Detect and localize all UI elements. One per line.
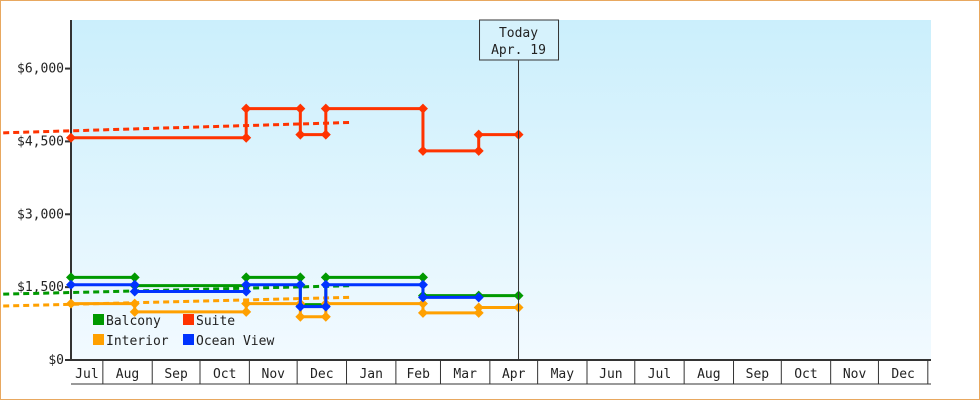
data-point bbox=[417, 145, 428, 156]
y-axis: $0 $1,500 $3,000 $4,500 $6,000 bbox=[17, 20, 72, 368]
data-point bbox=[295, 279, 306, 290]
data-point bbox=[320, 272, 331, 283]
data-point bbox=[129, 272, 140, 283]
legend-label: Balcony bbox=[106, 314, 161, 329]
data-point bbox=[473, 129, 484, 140]
data-point bbox=[66, 279, 76, 290]
series-suite bbox=[0, 103, 524, 156]
legend-swatch bbox=[93, 314, 104, 325]
data-point bbox=[295, 129, 306, 140]
plot-area bbox=[71, 20, 931, 360]
x-tick-label: Dec bbox=[891, 367, 914, 382]
y-tick-label: $0 bbox=[48, 353, 64, 368]
x-tick-label: Dec bbox=[310, 367, 333, 382]
forecast-line bbox=[0, 295, 350, 308]
today-label: Today bbox=[499, 26, 538, 41]
forecast-line bbox=[0, 120, 350, 135]
data-point bbox=[129, 279, 140, 290]
data-point bbox=[241, 132, 252, 143]
legend-label: Ocean View bbox=[196, 334, 274, 349]
legend-label: Interior bbox=[106, 334, 169, 349]
today-marker: Today Apr. 19 bbox=[479, 19, 560, 360]
data-point bbox=[473, 145, 484, 156]
legend-swatch bbox=[183, 314, 194, 325]
data-point bbox=[320, 301, 331, 312]
today-date-label: Apr. 19 bbox=[491, 43, 546, 58]
data-point bbox=[295, 103, 306, 114]
x-tick-label: Jun bbox=[599, 367, 622, 382]
data-point bbox=[320, 129, 331, 140]
data-point bbox=[417, 298, 428, 309]
data-point bbox=[66, 272, 76, 283]
data-point bbox=[241, 279, 252, 290]
x-tick-label: Jan bbox=[359, 367, 382, 382]
legend-swatch bbox=[93, 334, 104, 345]
series-ocean-view bbox=[66, 279, 484, 312]
data-point bbox=[417, 272, 428, 283]
data-point bbox=[473, 292, 484, 303]
data-point bbox=[241, 306, 252, 317]
data-point bbox=[417, 292, 428, 303]
legend: Balcony Suite Interior Ocean View bbox=[93, 314, 274, 349]
data-point bbox=[473, 302, 484, 313]
data-point bbox=[241, 286, 252, 297]
today-label-box bbox=[479, 19, 560, 61]
data-point bbox=[66, 132, 76, 143]
data-point bbox=[320, 279, 331, 290]
y-tick-label: $4,500 bbox=[17, 134, 64, 149]
x-tick-label: Jul bbox=[648, 367, 671, 382]
x-tick-label: May bbox=[551, 367, 575, 382]
data-point bbox=[241, 298, 252, 309]
data-point bbox=[417, 279, 428, 290]
x-tick-label: Oct bbox=[213, 367, 236, 382]
x-tick-label: Nov bbox=[843, 367, 867, 382]
x-tick-label: Apr bbox=[502, 367, 526, 382]
data-point bbox=[295, 311, 306, 322]
x-tick-label: Feb bbox=[406, 367, 430, 382]
y-tick-label: $1,500 bbox=[17, 280, 64, 295]
data-point bbox=[320, 311, 331, 322]
x-tick-label: Aug bbox=[697, 367, 720, 382]
x-tick-label: Sep bbox=[164, 367, 188, 382]
data-point bbox=[295, 272, 306, 283]
x-tick-label: Nov bbox=[262, 367, 286, 382]
data-point bbox=[241, 272, 252, 283]
y-tick-label: $3,000 bbox=[17, 207, 64, 222]
x-axis: Jul Aug Sep Oct Nov Dec Jan Feb Mar Apr May Jun Jul A… bbox=[71, 359, 931, 385]
data-point bbox=[129, 306, 140, 317]
x-tick-label: Aug bbox=[116, 367, 139, 382]
data-point bbox=[129, 286, 140, 297]
x-tick-label: Oct bbox=[794, 367, 817, 382]
data-point bbox=[295, 301, 306, 312]
data-point bbox=[473, 307, 484, 318]
data-point bbox=[241, 103, 252, 114]
legend-swatch bbox=[183, 334, 194, 345]
series-group bbox=[0, 103, 524, 322]
x-tick-label: Jul bbox=[75, 367, 98, 382]
data-point bbox=[417, 307, 428, 318]
legend-label: Suite bbox=[196, 314, 235, 329]
data-point bbox=[320, 103, 331, 114]
x-tick-label: Sep bbox=[746, 367, 770, 382]
x-tick-label: Mar bbox=[453, 367, 477, 382]
data-point bbox=[417, 103, 428, 114]
data-point bbox=[129, 298, 140, 309]
series-line bbox=[71, 302, 519, 319]
y-tick-label: $6,000 bbox=[17, 62, 64, 77]
data-point bbox=[66, 298, 76, 309]
